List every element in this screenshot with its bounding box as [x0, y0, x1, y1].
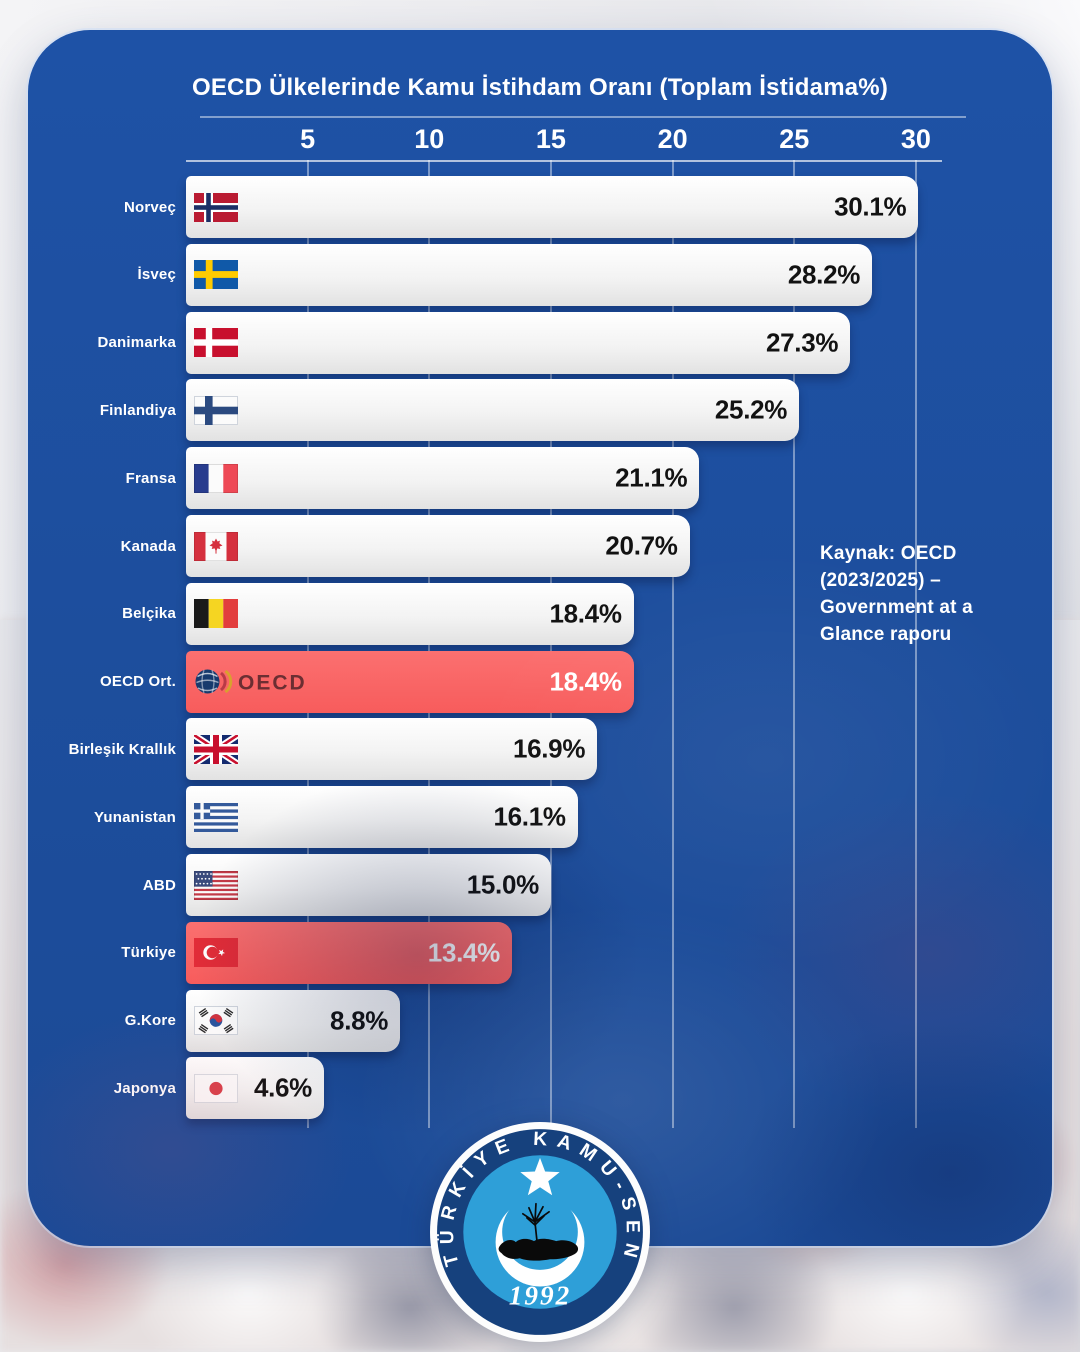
chart-row: G.Kore 8.8% [28, 989, 1052, 1052]
chart-row: Birleşik Krallık 16.9% [28, 718, 1052, 781]
x-axis-tick-label: 10 [414, 124, 445, 154]
source-line: Kaynak: OECD [820, 543, 957, 564]
x-axis-line [186, 160, 942, 162]
country-label: Norveç [123, 198, 176, 216]
gridline [793, 160, 796, 1128]
source-note: Kaynak: OECD (2023/2025) – Government at… [820, 540, 1030, 648]
gridline [914, 160, 917, 1128]
turkey-flag-icon [194, 938, 238, 968]
japan-flag-icon [194, 1073, 238, 1103]
chart-row: ABD 15.0% [28, 854, 1052, 916]
chart-row: OECD Ort. OECD 18.4% [28, 650, 1052, 713]
bar-value: 30.1% [834, 191, 907, 222]
bar-value: 28.2% [787, 259, 861, 290]
x-axis-tick-label: 25 [779, 124, 810, 154]
france-flag-icon [194, 463, 238, 493]
svg-text:OECD: OECD [238, 672, 307, 695]
bar-japan: 4.6% [186, 1057, 324, 1120]
norway-flag-icon [194, 192, 238, 222]
x-axis-tick-label: 5 [300, 124, 316, 154]
country-label: Japonya [113, 1079, 176, 1097]
bar-greece: 16.1% [186, 786, 578, 849]
title-underline [200, 116, 966, 118]
bar-canada: 20.7% [186, 515, 690, 577]
chart-row: Norveç 30.1% [28, 176, 1052, 238]
country-label: İsveç [137, 266, 176, 284]
bar-value: 18.4% [549, 666, 622, 697]
source-line: Government at a [820, 597, 973, 618]
country-label: Yunanistan [93, 808, 176, 826]
bar-value: 16.9% [512, 733, 586, 764]
chart-row: Kanada 20.7% [28, 515, 1052, 577]
chart-row: İsveç 28.2% [28, 243, 1052, 306]
oecd-logo-icon: OECD [194, 667, 320, 696]
chart-card: OECD Ülkelerinde Kamu İstihdam Oranı (To… [28, 30, 1052, 1246]
country-label: OECD Ort. [100, 673, 176, 691]
chart-row: Yunanistan 16.1% [28, 786, 1052, 849]
bar-oecd: OECD 18.4% [186, 650, 634, 713]
bar-value: 8.8% [330, 1005, 389, 1036]
greece-flag-icon [194, 802, 238, 832]
gridline [671, 160, 674, 1128]
bar-south-korea: 8.8% [186, 989, 401, 1052]
uk-flag-icon [194, 734, 238, 764]
bar-turkey: 13.4% [186, 921, 513, 984]
chart-row: Fransa 21.1% [28, 447, 1052, 510]
belgium-flag-icon [194, 599, 238, 629]
country-label: ABD [142, 876, 176, 894]
bar-value: 21.1% [615, 462, 688, 493]
country-label: Fransa [125, 469, 176, 487]
bar-uk: 16.9% [186, 718, 598, 781]
south-korea-flag-icon [194, 1006, 238, 1036]
bar-finland: 25.2% [186, 379, 800, 442]
logo-year: 1992 [509, 1281, 572, 1311]
country-label: G.Kore [124, 1012, 176, 1030]
canada-flag-icon [194, 531, 238, 561]
bar-value: 16.1% [493, 801, 566, 832]
source-line: Glance raporu [820, 624, 952, 645]
chart-row: Finlandiya 25.2% [28, 379, 1052, 442]
bar-value: 25.2% [714, 394, 788, 425]
bar-value: 15.0% [466, 869, 540, 900]
chart-row: Japonya 4.6% [28, 1057, 1052, 1120]
chart-row: Danimarka 27.3% [28, 311, 1052, 374]
star-icon [520, 1157, 560, 1196]
country-label: Belçika [122, 605, 176, 623]
bar-belgium: 18.4% [186, 582, 634, 645]
bar-france: 21.1% [186, 447, 700, 510]
turkey-map-silhouette [498, 1238, 579, 1261]
usa-flag-icon [194, 870, 238, 900]
country-label: Danimarka [97, 334, 176, 352]
bar-denmark: 27.3% [186, 311, 851, 374]
x-axis-tick-label: 20 [657, 124, 688, 154]
bar-value: 13.4% [427, 937, 501, 968]
tree-icon [521, 1202, 550, 1242]
bar-value: 20.7% [605, 530, 678, 561]
bar-norway: 30.1% [186, 176, 919, 238]
bar-sweden: 28.2% [186, 243, 873, 306]
source-line: (2023/2025) – [820, 570, 941, 591]
turkiye-kamu-sen-logo: TÜRKİYE KAMU-SEN 1992 [430, 1122, 650, 1342]
chart-title: OECD Ülkelerinde Kamu İstihdam Oranı (To… [191, 74, 889, 101]
country-label: Kanada [120, 537, 176, 555]
x-axis-tick-label: 30 [900, 124, 931, 154]
country-label: Türkiye [121, 944, 176, 962]
bar-value: 4.6% [253, 1072, 312, 1103]
chart-row: Türkiye 13.4% [28, 921, 1052, 984]
denmark-flag-icon [194, 328, 238, 358]
country-label: Birleşik Krallık [68, 740, 176, 758]
x-axis-tick-label: 15 [535, 124, 566, 154]
country-label: Finlandiya [99, 401, 176, 419]
bar-value: 18.4% [549, 598, 622, 629]
bar-value: 27.3% [765, 327, 839, 358]
finland-flag-icon [194, 395, 238, 425]
sweden-flag-icon [194, 260, 238, 290]
chart-row: Belçika 18.4% [28, 582, 1052, 645]
bar-usa: 15.0% [186, 854, 551, 916]
